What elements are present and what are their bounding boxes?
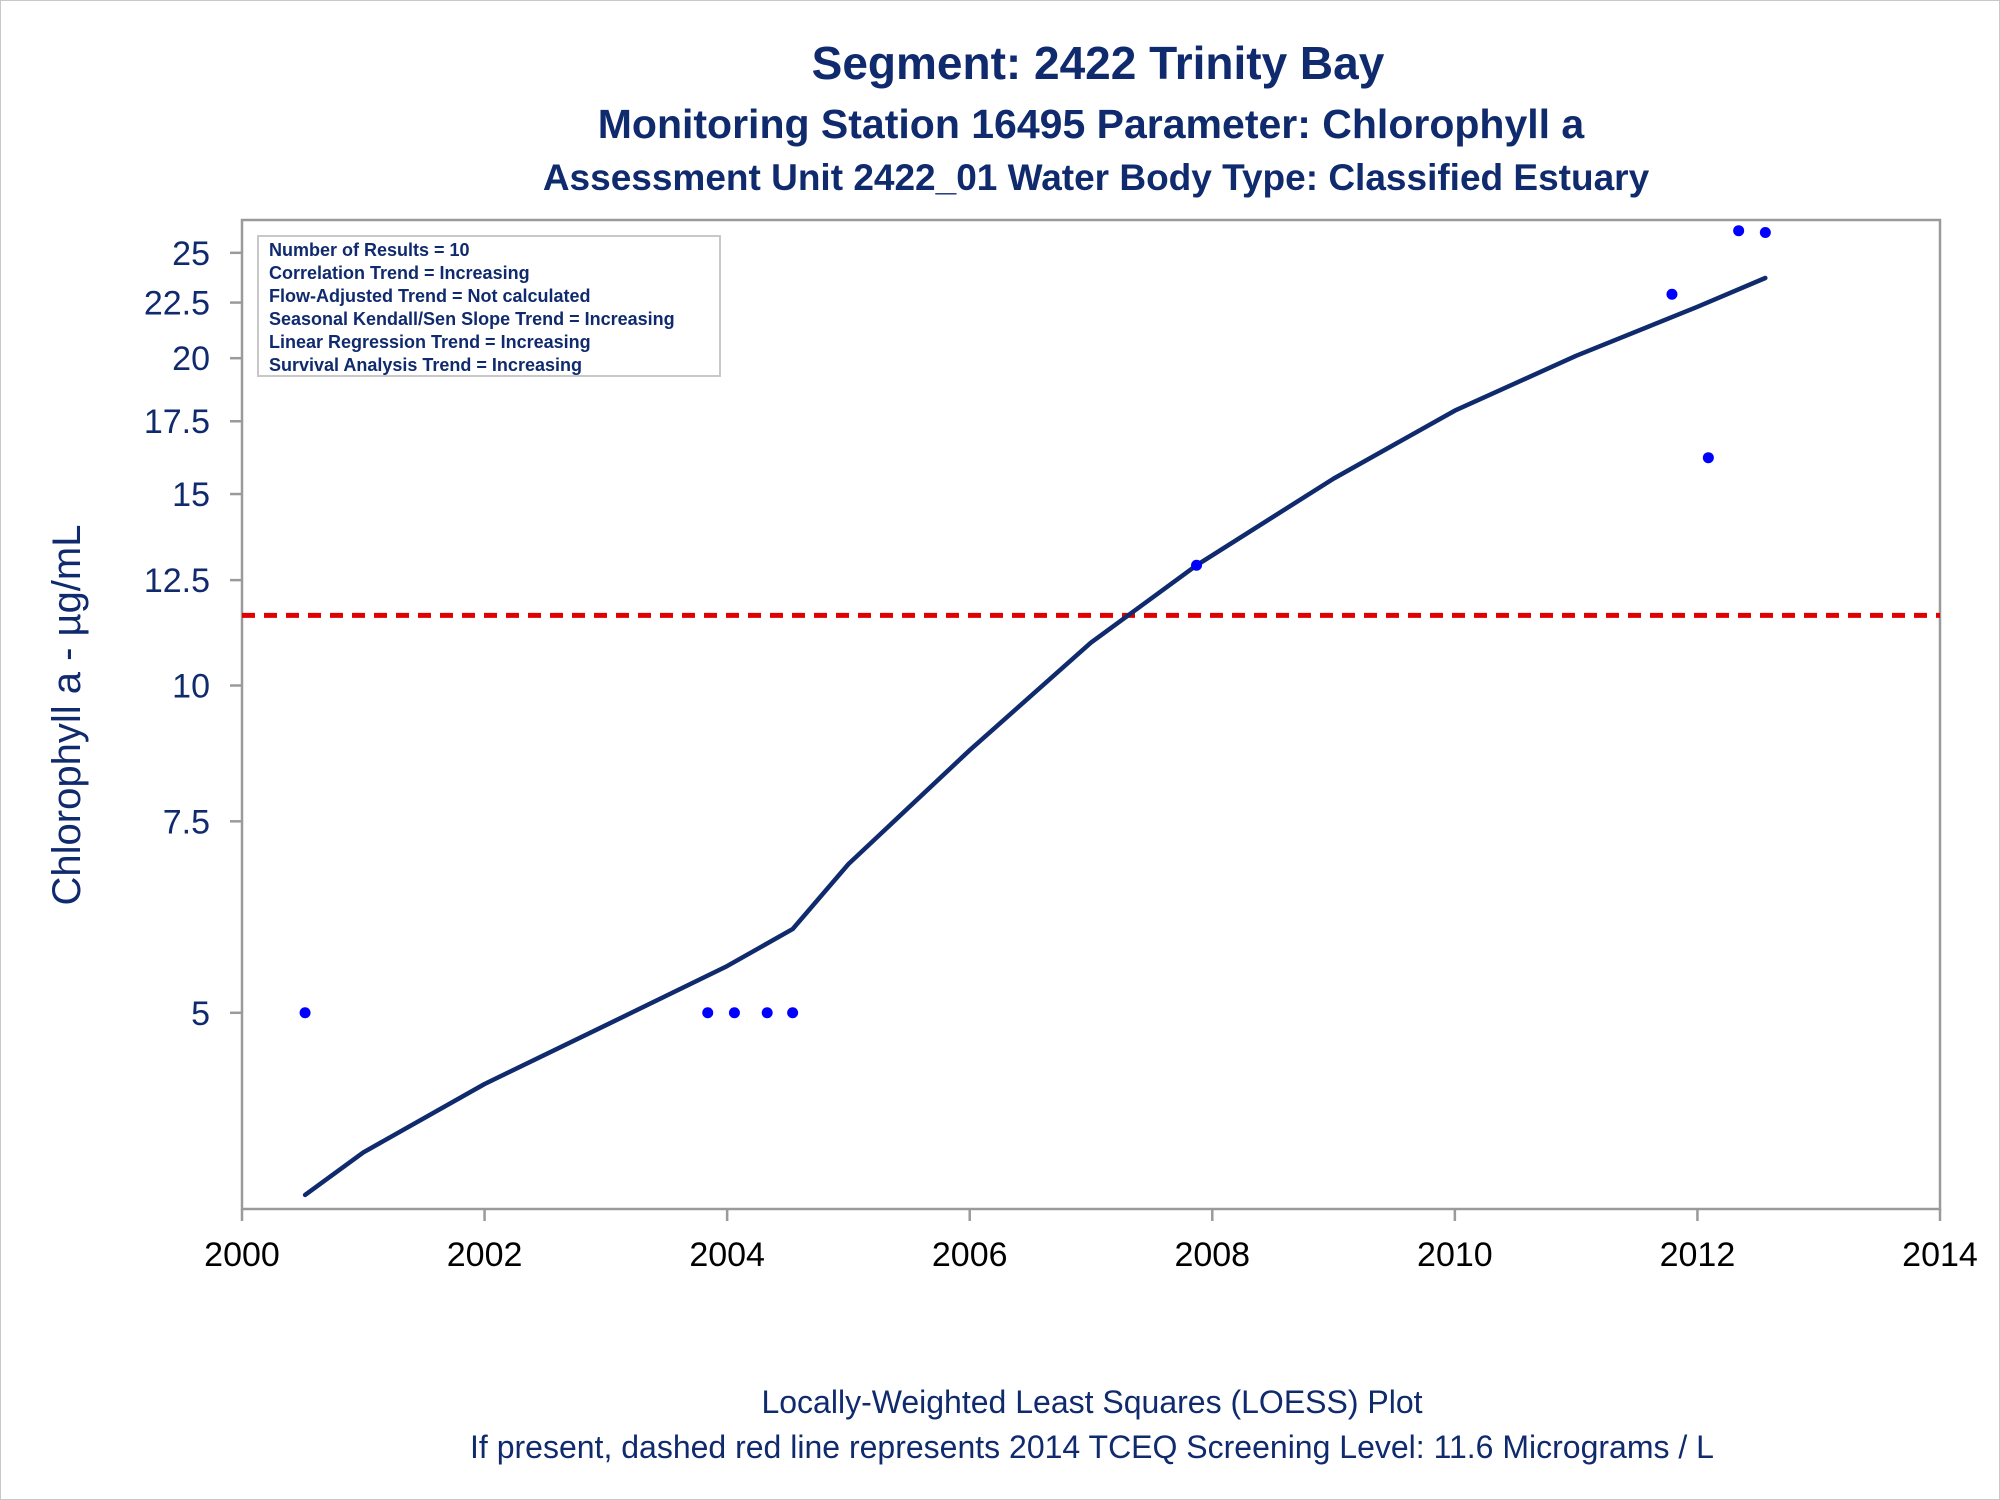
legend-box: Number of Results = 10 Correlation Trend … (257, 235, 721, 377)
y-tick-label: 15 (172, 476, 210, 514)
legend-entry: Number of Results = 10 (269, 240, 470, 260)
data-point (728, 1007, 740, 1019)
x-tick-label: 2000 (204, 1236, 280, 1274)
x-tick-label: 2002 (447, 1236, 523, 1274)
y-tick-label: 5 (191, 995, 210, 1033)
data-point (1191, 559, 1203, 571)
legend-entry: Linear Regression Trend = Increasing (269, 332, 591, 352)
legend-entry: Survival Analysis Trend = Increasing (269, 355, 582, 375)
chart-title: Segment: 2422 Trinity Bay (812, 37, 1385, 89)
y-tick-label: 20 (172, 340, 210, 378)
y-tick-label: 12.5 (144, 562, 210, 600)
plot-area (240, 218, 1942, 1211)
x-tick-label: 2012 (1660, 1236, 1736, 1274)
y-tick-label: 22.5 (144, 285, 210, 323)
y-tick-label: 10 (172, 667, 210, 705)
data-point (1702, 452, 1714, 464)
legend-entry: Flow-Adjusted Trend = Not calculated (269, 286, 591, 306)
chart-subtitle-2: Assessment Unit 2422_01 Water Body Type:… (543, 157, 1650, 198)
legend-entry: Seasonal Kendall/Sen Slope Trend = Incre… (269, 309, 675, 329)
x-tick-label: 2004 (689, 1236, 765, 1274)
footnote-2: If present, dashed red line represents 2… (470, 1429, 1714, 1465)
y-tick-label: 17.5 (144, 403, 210, 441)
chart-subtitle: Monitoring Station 16495 Parameter: Chlo… (598, 101, 1586, 147)
data-point (299, 1007, 311, 1019)
data-point (1666, 288, 1678, 300)
x-tick-label: 2014 (1902, 1236, 1978, 1274)
loess-curve (302, 275, 1768, 1198)
legend-entry: Correlation Trend = Increasing (269, 263, 530, 283)
data-point (702, 1007, 714, 1019)
x-tick-label: 2008 (1174, 1236, 1250, 1274)
data-point (1733, 225, 1745, 237)
data-point (1759, 226, 1771, 238)
data-point (761, 1007, 773, 1019)
footnote-1: Locally-Weighted Least Squares (LOESS) P… (761, 1384, 1422, 1420)
y-tick-label: 25 (172, 235, 210, 273)
x-tick-label: 2010 (1417, 1236, 1493, 1274)
y-axis-label: Chlorophyll a - µg/mL (45, 525, 89, 906)
y-tick-label: 7.5 (163, 803, 210, 841)
data-point (787, 1007, 799, 1019)
x-tick-label: 2006 (932, 1236, 1008, 1274)
